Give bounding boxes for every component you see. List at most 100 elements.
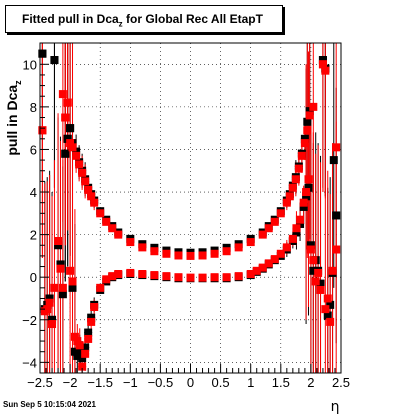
data-point — [68, 277, 77, 286]
data-point — [66, 124, 75, 133]
x-tick-label: 0 — [187, 375, 194, 390]
data-point — [96, 283, 105, 292]
data-point — [54, 237, 63, 245]
data-point — [252, 266, 261, 275]
data-point — [294, 164, 303, 173]
data-point — [270, 255, 279, 264]
data-point — [81, 349, 90, 358]
x-tick-label: −1.5 — [87, 375, 113, 390]
data-point — [291, 175, 300, 184]
data-point — [61, 149, 70, 158]
data-point — [186, 273, 195, 282]
data-point — [102, 275, 111, 284]
data-point — [292, 224, 301, 233]
data-point — [332, 211, 341, 220]
data-point — [303, 126, 312, 135]
data-point — [126, 268, 135, 277]
data-point — [174, 251, 183, 260]
data-point — [305, 111, 314, 120]
data-point — [54, 241, 63, 250]
x-axis: −2.5 −2 −1.5 −1 −0.5 0 0.5 1 1.5 2 2.5 η — [27, 364, 350, 414]
data-point — [138, 270, 147, 278]
data-point — [303, 117, 312, 126]
data-point — [108, 224, 117, 233]
data-point — [246, 270, 255, 278]
chart-title-box: Fitted pull in Dcaz for Global Rec All E… — [5, 5, 283, 33]
date-stamp: Sun Sep 5 10:15:04 2021 — [3, 400, 96, 409]
data-point — [198, 251, 207, 260]
data-point — [81, 343, 90, 352]
data-point — [150, 271, 159, 280]
data-point — [282, 198, 291, 207]
data-point — [114, 230, 123, 239]
data-point — [264, 259, 273, 268]
data-point — [300, 134, 309, 143]
data-point — [288, 183, 297, 192]
data-point — [282, 243, 291, 252]
data-point — [288, 234, 297, 243]
x-axis-label: η — [331, 399, 340, 414]
data-point — [321, 66, 330, 75]
x-tick-label: −0.5 — [148, 375, 174, 390]
data-point — [270, 217, 279, 226]
data-point — [326, 317, 335, 326]
data-point — [305, 107, 314, 116]
y-tick-label: 4 — [30, 185, 37, 200]
x-tick-label: −1 — [123, 375, 138, 390]
data-point — [61, 113, 70, 122]
data-point — [58, 90, 67, 99]
y-axis-label: pull in Dcaz — [4, 80, 23, 156]
data-point — [126, 238, 135, 247]
data-point — [72, 147, 81, 156]
data-point — [316, 279, 325, 288]
data-point — [90, 303, 99, 311]
data-point — [276, 249, 285, 258]
data-point — [329, 156, 338, 165]
data-point — [150, 247, 159, 256]
data-point — [321, 305, 330, 314]
data-point — [299, 198, 308, 207]
y-tick-label: −2 — [22, 313, 37, 328]
x-tick-label: 1 — [247, 375, 254, 390]
data-point — [58, 290, 67, 299]
data-point — [56, 260, 65, 269]
data-point — [332, 143, 341, 152]
data-point — [162, 249, 171, 258]
data-point — [297, 151, 306, 160]
data-point — [84, 328, 93, 337]
y-tick-label: −4 — [22, 355, 37, 370]
data-point — [302, 192, 311, 201]
data-point — [45, 294, 54, 303]
data-point — [48, 315, 57, 324]
data-point — [246, 238, 255, 247]
data-point — [50, 56, 59, 65]
data-point — [323, 294, 332, 303]
data-point — [70, 332, 79, 341]
data-point — [96, 209, 105, 218]
data-point — [87, 317, 96, 326]
x-tick-label: −2 — [63, 375, 78, 390]
data-point — [210, 249, 219, 258]
data-point — [309, 256, 318, 265]
data-point — [309, 266, 318, 275]
grid-lines — [40, 43, 341, 373]
data-point — [318, 56, 327, 65]
data-point — [186, 251, 195, 260]
data-point — [84, 185, 93, 194]
error-bars — [41, 43, 337, 373]
data-point — [162, 272, 171, 281]
data-point — [81, 177, 90, 186]
data-point — [292, 228, 301, 237]
data-point — [258, 263, 267, 272]
data-point — [314, 268, 323, 277]
data-point — [316, 285, 325, 294]
data-point — [38, 126, 47, 135]
data-point — [174, 273, 183, 282]
y-tick-label: 2 — [30, 228, 37, 243]
data-point — [48, 320, 57, 329]
data-point — [78, 354, 87, 363]
x-tick-label: 1.5 — [272, 375, 290, 390]
data-point — [306, 241, 315, 250]
data-point — [326, 300, 335, 309]
data-point — [63, 98, 72, 107]
